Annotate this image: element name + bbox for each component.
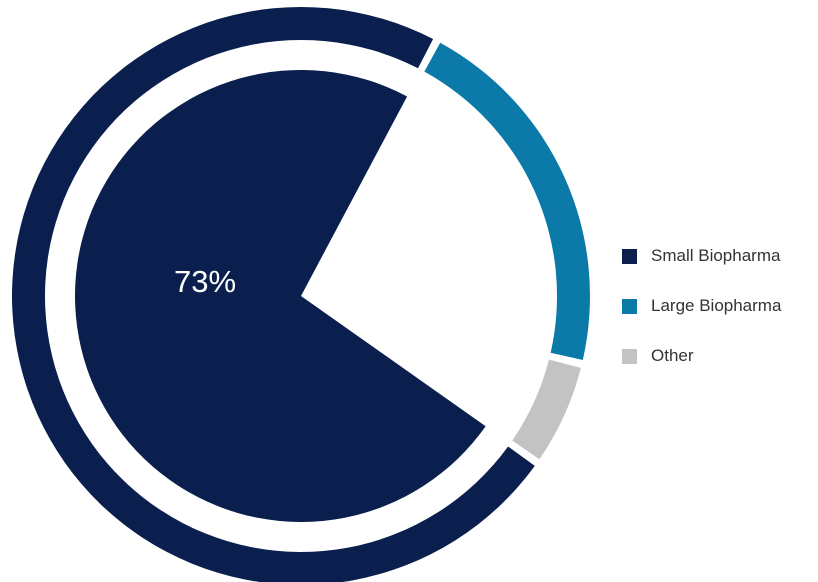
outer-ring <box>12 7 591 582</box>
legend-swatch <box>622 348 637 364</box>
highlight-value-label: 73% <box>174 264 236 299</box>
legend-item-other: Other <box>622 343 814 369</box>
ring-segment-large-biopharma <box>424 42 591 361</box>
legend-item-small-biopharma: Small Biopharma <box>622 243 814 269</box>
inner-pie <box>75 70 486 523</box>
legend-label: Small Biopharma <box>651 246 781 265</box>
legend-swatch <box>622 298 637 314</box>
legend-swatch <box>622 248 637 264</box>
legend-label: Other <box>651 346 694 365</box>
legend-label: Large Biopharma <box>651 296 782 315</box>
pie-wedge-small-biopharma <box>75 70 486 523</box>
legend: Small Biopharma Large Biopharma Other <box>622 243 814 393</box>
ring-segment-other <box>512 359 581 460</box>
legend-item-large-biopharma: Large Biopharma <box>622 293 814 319</box>
